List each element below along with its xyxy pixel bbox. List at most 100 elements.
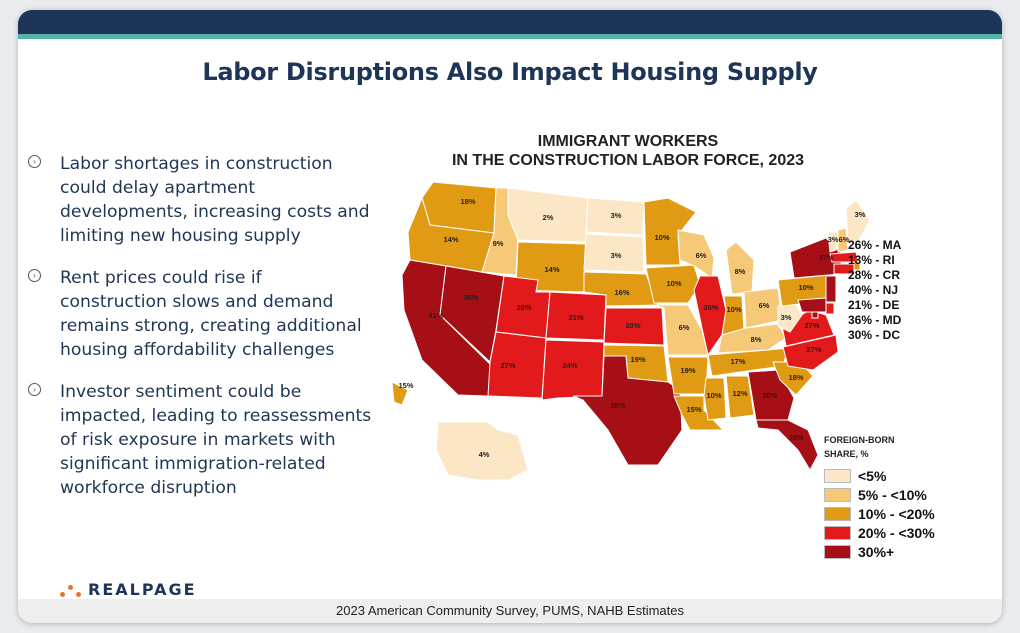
callout-dc: 30% - DC — [848, 328, 901, 342]
state-label-fl: 38% — [788, 433, 803, 442]
state-label-ga: 30% — [762, 391, 777, 400]
legend-label: 30%+ — [858, 543, 895, 560]
state-label-az: 27% — [500, 361, 515, 370]
source-footer: 2023 American Community Survey, PUMS, NA… — [18, 599, 1002, 623]
legend-swatch — [824, 468, 851, 483]
legend-label: <5% — [858, 467, 887, 484]
bullet-item: › Labor shortages in construction could … — [28, 152, 373, 248]
state-label-ar: 19% — [680, 366, 695, 375]
state-label-mt: 2% — [543, 213, 554, 222]
legend-label: 20% - <30% — [858, 524, 935, 541]
state-label-ak: 4% — [479, 450, 490, 459]
callout-nj: 40% - NJ — [848, 283, 899, 297]
state-label-ne: 16% — [614, 288, 629, 297]
state-nj — [825, 275, 837, 303]
state-label-nv: 36% — [463, 293, 478, 302]
map-title: IMMIGRANT WORKERS IN THE CONSTRUCTION LA… — [428, 132, 828, 170]
state-label-nh: 6% — [839, 235, 850, 244]
logo-text: REALPAGE — [88, 580, 197, 599]
legend-item: 30%+ — [824, 542, 935, 561]
arrow-circle-icon: › — [28, 269, 41, 282]
map-title-line-1: IMMIGRANT WORKERS — [537, 133, 719, 150]
logo-mark — [60, 582, 82, 598]
slide: Labor Disruptions Also Impact Housing Su… — [18, 10, 1002, 623]
state-label-ks: 20% — [625, 321, 640, 330]
bullet-text: Investor sentiment could be impacted, le… — [60, 382, 372, 498]
state-label-me: 3% — [855, 210, 866, 219]
state-ne — [583, 271, 659, 307]
state-label-or: 14% — [443, 235, 458, 244]
arrow-circle-icon: › — [28, 155, 41, 168]
state-label-nm: 24% — [562, 361, 577, 370]
state-label-il: 26% — [703, 303, 718, 312]
state-fl — [755, 419, 819, 472]
state-ar — [667, 356, 709, 395]
state-label-wv: 3% — [781, 313, 792, 322]
legend-label: 5% - <10% — [858, 486, 927, 503]
callout-md: 36% - MD — [848, 313, 902, 327]
state-label-mn: 10% — [654, 233, 669, 242]
state-ct — [833, 263, 855, 275]
state-hi — [391, 381, 409, 406]
legend-swatch — [824, 544, 851, 559]
state-ks — [603, 307, 665, 346]
state-md — [797, 297, 827, 313]
state-label-wa: 18% — [460, 197, 475, 206]
bullet-item: › Investor sentiment could be impacted, … — [28, 380, 373, 500]
state-vt — [827, 231, 839, 253]
state-de — [825, 302, 835, 315]
bullet-text: Rent prices could rise if construction s… — [60, 268, 362, 360]
state-az — [487, 331, 547, 399]
state-label-sc: 18% — [788, 373, 803, 382]
callout-de: 21% - DE — [848, 298, 900, 312]
map-legend: FOREIGN-BORN SHARE, % <5% 5% - <10% 10% … — [824, 433, 935, 561]
state-label-ia: 10% — [666, 279, 681, 288]
callout-ma: 26% - MA — [848, 238, 902, 252]
state-label-id: 9% — [493, 239, 504, 248]
slide-title: Labor Disruptions Also Impact Housing Su… — [202, 58, 818, 86]
northeast-callouts: 26% - MA 13% - RI 28% - CR 40% - NJ 21% … — [848, 238, 901, 343]
state-me — [845, 199, 871, 245]
arrow-circle-icon: › — [28, 383, 41, 396]
state-label-ut: 20% — [516, 303, 531, 312]
us-choropleth-map: 18% 14% 41% 36% 9% 2% 14% 20% 27% 21% 24% 3% 3% 16% 20… — [391, 181, 871, 481]
state-label-mi: 8% — [735, 267, 746, 276]
state-label-sd: 3% — [611, 251, 622, 260]
legend-item: 5% - <10% — [824, 485, 935, 504]
state-ia — [645, 264, 701, 304]
state-label-la: 15% — [686, 405, 701, 414]
realpage-logo: REALPAGE — [60, 580, 197, 599]
state-label-vt: 3% — [828, 235, 839, 244]
map-title-line-2: IN THE CONSTRUCTION LABOR FORCE, 2023 — [451, 152, 805, 169]
legend-swatch — [824, 487, 851, 502]
state-label-in: 10% — [726, 305, 741, 314]
state-sd — [583, 233, 645, 273]
state-label-ok: 19% — [630, 355, 645, 364]
state-label-al: 12% — [732, 389, 747, 398]
state-label-ca: 41% — [428, 311, 443, 320]
state-nd — [585, 197, 645, 236]
bullet-item: › Rent prices could rise if construction… — [28, 266, 373, 362]
accent-stripe — [18, 34, 1002, 39]
state-label-co: 21% — [568, 313, 583, 322]
state-il — [693, 275, 727, 357]
state-label-nc: 27% — [806, 345, 821, 354]
state-label-hi: 15% — [398, 381, 413, 390]
state-label-mo: 6% — [679, 323, 690, 332]
state-label-oh: 6% — [759, 301, 770, 310]
legend-item: 10% - <20% — [824, 504, 935, 523]
legend-item: <5% — [824, 466, 935, 485]
bullet-text: Labor shortages in construction could de… — [60, 154, 370, 246]
state-tx — [572, 355, 683, 466]
top-bar — [18, 10, 1002, 34]
state-mt — [507, 187, 589, 243]
legend-swatch — [824, 506, 851, 521]
state-label-ms: 10% — [706, 391, 721, 400]
callout-ct: 28% - CR — [848, 268, 901, 282]
state-dc — [811, 311, 819, 319]
state-label-wy: 14% — [544, 265, 559, 274]
state-ak — [435, 421, 529, 481]
state-label-pa: 10% — [798, 283, 813, 292]
state-label-va: 27% — [804, 321, 819, 330]
callout-ri: 13% - RI — [848, 253, 895, 267]
